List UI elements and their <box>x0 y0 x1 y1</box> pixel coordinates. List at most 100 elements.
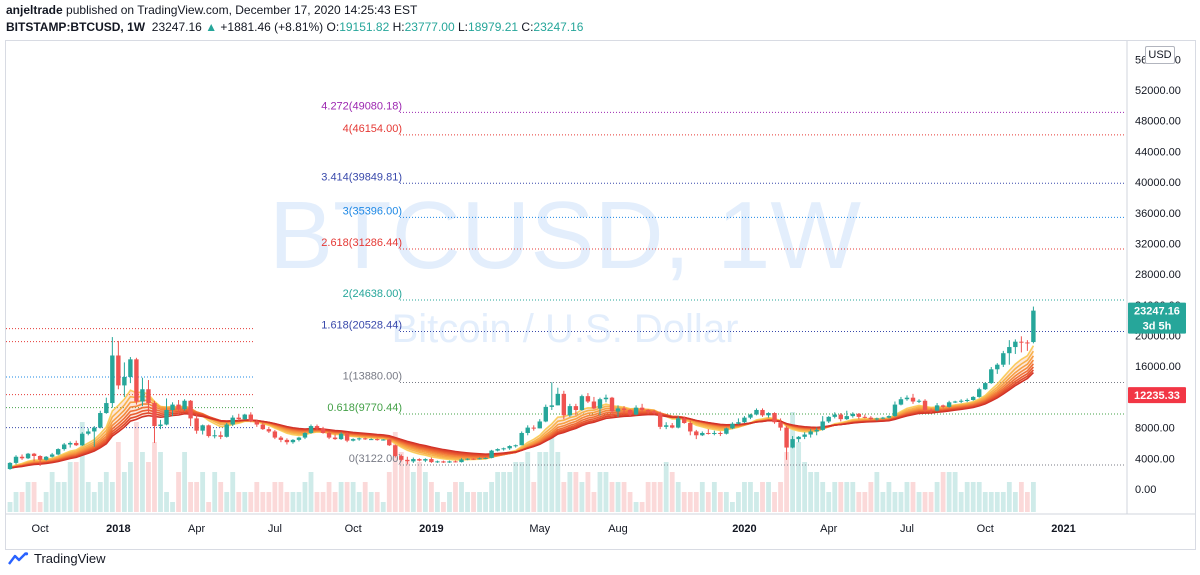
candle[interactable] <box>910 393 916 404</box>
candle[interactable] <box>308 424 314 434</box>
candle[interactable] <box>194 414 199 434</box>
candle[interactable] <box>964 398 970 403</box>
candle[interactable] <box>609 396 615 415</box>
candle[interactable] <box>706 429 711 435</box>
candle[interactable] <box>338 432 344 440</box>
candle[interactable] <box>958 399 964 404</box>
candle[interactable] <box>176 399 181 414</box>
candle[interactable] <box>362 437 368 440</box>
candle[interactable] <box>513 444 518 448</box>
candle[interactable] <box>146 380 151 413</box>
candle[interactable] <box>844 410 849 420</box>
candle[interactable] <box>272 429 278 440</box>
candle[interactable] <box>663 422 669 430</box>
candle[interactable] <box>43 455 49 461</box>
candle[interactable] <box>411 457 416 463</box>
candle[interactable] <box>748 413 753 420</box>
candle[interactable] <box>248 412 253 423</box>
currency-button[interactable]: USD <box>1145 46 1175 64</box>
candle[interactable] <box>405 456 410 465</box>
candle[interactable] <box>278 436 284 443</box>
candle[interactable] <box>104 397 109 414</box>
candle[interactable] <box>633 405 639 416</box>
candle[interactable] <box>206 424 211 438</box>
candle[interactable] <box>140 377 145 407</box>
candle[interactable] <box>350 438 356 442</box>
candle[interactable] <box>218 431 223 440</box>
candle[interactable] <box>19 454 25 460</box>
candle[interactable] <box>742 416 747 424</box>
candle[interactable] <box>200 424 205 435</box>
candle[interactable] <box>254 419 260 427</box>
candle[interactable] <box>826 416 831 424</box>
candle[interactable] <box>531 425 536 431</box>
candle[interactable] <box>188 399 193 427</box>
candle[interactable] <box>344 432 350 443</box>
candle[interactable] <box>296 436 302 442</box>
candle[interactable] <box>555 387 561 406</box>
candle[interactable] <box>152 400 157 443</box>
candle[interactable] <box>399 454 404 462</box>
candle[interactable] <box>766 412 771 418</box>
candle[interactable] <box>880 416 886 420</box>
candle[interactable] <box>543 404 548 423</box>
candle[interactable] <box>1019 336 1024 353</box>
candle[interactable] <box>724 427 729 435</box>
price-axis[interactable]: 0.004000.008000.0012000.0016000.0020000.… <box>1126 41 1181 514</box>
candle[interactable] <box>290 439 296 444</box>
candle[interactable] <box>369 438 374 441</box>
candle[interactable] <box>971 396 976 401</box>
candle[interactable] <box>501 447 506 451</box>
candle[interactable] <box>802 432 807 440</box>
candle[interactable] <box>314 424 320 430</box>
candle[interactable] <box>676 416 681 429</box>
candle[interactable] <box>579 394 585 411</box>
candle[interactable] <box>946 400 952 408</box>
candle[interactable] <box>627 409 633 417</box>
candle[interactable] <box>525 425 530 436</box>
candle[interactable] <box>507 445 512 450</box>
candle[interactable] <box>850 412 855 418</box>
candle[interactable] <box>134 357 139 405</box>
candle[interactable] <box>712 430 717 436</box>
tradingview-logo[interactable]: TradingView <box>8 551 106 566</box>
candle[interactable] <box>417 458 422 462</box>
candle[interactable] <box>453 460 458 463</box>
candle[interactable] <box>116 340 121 390</box>
candle[interactable] <box>916 399 922 404</box>
candle[interactable] <box>98 410 103 429</box>
candle[interactable] <box>730 422 735 430</box>
candle[interactable] <box>110 337 115 408</box>
candle[interactable] <box>230 415 235 427</box>
candle[interactable] <box>989 366 994 384</box>
candle[interactable] <box>7 462 13 470</box>
candle[interactable] <box>465 458 470 461</box>
candle[interactable] <box>784 426 789 460</box>
candle[interactable] <box>603 394 609 403</box>
candle[interactable] <box>940 404 946 409</box>
candle[interactable] <box>868 416 874 420</box>
candle[interactable] <box>375 438 380 441</box>
candle[interactable] <box>320 426 326 434</box>
candle[interactable] <box>356 437 362 441</box>
candle[interactable] <box>13 455 19 465</box>
candle[interactable] <box>55 448 61 456</box>
time-axis[interactable]: Oct 2018 Apr Jul Oct 2019 May Aug 2020 Apr Jul Oct 2… <box>6 513 1195 535</box>
candle[interactable] <box>212 429 217 439</box>
candle[interactable] <box>477 457 482 460</box>
candle[interactable] <box>928 408 934 414</box>
candle[interactable] <box>856 413 862 420</box>
candle[interactable] <box>224 423 229 438</box>
candle[interactable] <box>471 458 476 460</box>
candle[interactable] <box>1007 340 1012 365</box>
candle[interactable] <box>170 402 175 417</box>
candle[interactable] <box>1031 306 1036 344</box>
candle[interactable] <box>645 409 651 414</box>
candle[interactable] <box>387 439 392 447</box>
candle[interactable] <box>495 448 500 452</box>
symbol-label[interactable]: BITSTAMP:BTCUSD, 1W <box>6 20 146 34</box>
candle[interactable] <box>158 419 163 430</box>
candle[interactable] <box>651 409 657 415</box>
fibonacci-levels[interactable]: 4.272(49080.18) 4(46154.00) 3.414(39849.81… <box>321 100 1125 466</box>
candle[interactable] <box>934 403 940 412</box>
